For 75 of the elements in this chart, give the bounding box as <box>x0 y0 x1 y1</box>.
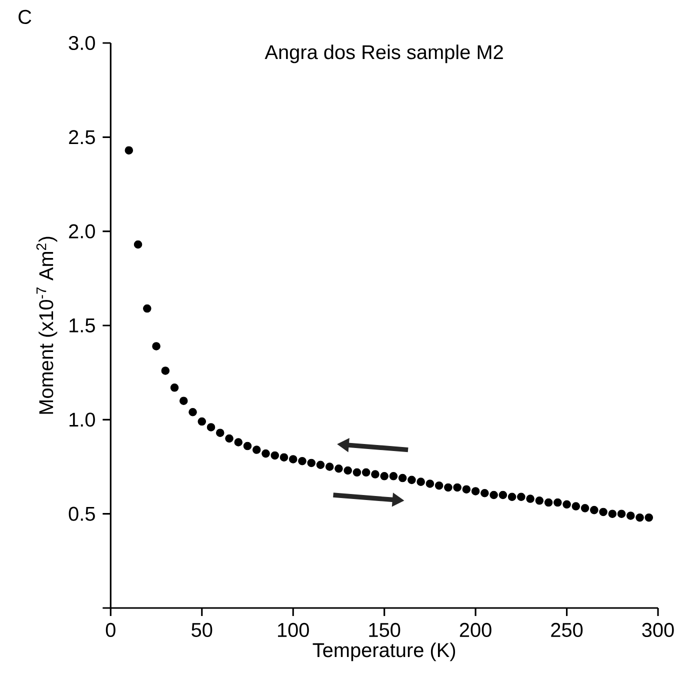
point <box>243 442 252 450</box>
point <box>143 304 152 313</box>
y-tick-label: 2.0 <box>69 224 95 238</box>
point <box>572 502 580 510</box>
x-tick-label: 100 <box>278 622 309 638</box>
x-tick-label: 50 <box>192 622 212 638</box>
point <box>352 468 362 477</box>
point <box>180 396 188 405</box>
point <box>198 417 206 426</box>
point <box>124 146 134 154</box>
point <box>590 506 598 514</box>
point <box>444 483 452 492</box>
point <box>535 496 544 505</box>
point <box>344 466 352 475</box>
point <box>252 446 261 454</box>
point <box>325 462 334 471</box>
x-tick-label: 150 <box>369 622 400 638</box>
point <box>626 512 635 520</box>
point <box>636 513 644 522</box>
point <box>225 434 234 443</box>
point <box>462 485 471 494</box>
point <box>262 449 270 458</box>
point <box>498 490 508 500</box>
point <box>298 456 306 466</box>
point <box>434 481 444 490</box>
point <box>216 428 224 437</box>
point <box>270 451 279 460</box>
x-axis-title: Temperature (K) <box>312 642 456 662</box>
x-tick-label: 200 <box>460 622 492 638</box>
point <box>416 478 425 486</box>
point <box>453 483 462 492</box>
point <box>554 498 562 507</box>
point <box>544 498 553 507</box>
point <box>426 480 434 488</box>
y-axis-title: Moment (x10$^{-7}$ Am$^{2}$) <box>36 236 58 414</box>
y-tick-label: 0.5 <box>68 506 95 521</box>
point <box>608 510 617 518</box>
point <box>644 513 654 522</box>
point <box>408 476 416 484</box>
point <box>371 470 380 478</box>
point <box>380 472 388 480</box>
point <box>206 423 216 432</box>
point <box>599 508 608 516</box>
point <box>526 494 534 503</box>
point <box>152 342 160 350</box>
point <box>490 490 498 500</box>
chart-title: Angra dos Reis sample M2 <box>264 44 503 64</box>
point <box>517 492 526 502</box>
x-tick-label: 300 <box>642 622 674 638</box>
point <box>471 487 480 496</box>
point <box>508 492 516 502</box>
y-tick-label: 2.5 <box>69 130 95 144</box>
point <box>288 455 298 464</box>
point <box>316 460 325 469</box>
point <box>134 240 142 249</box>
point <box>480 488 489 498</box>
x-tick-label: 250 <box>551 622 583 638</box>
y-tick-label: 3.0 <box>68 36 95 50</box>
point <box>188 408 197 416</box>
point <box>334 464 343 473</box>
y-tick-label: 1.5 <box>70 318 95 332</box>
y-tick-label: 1.0 <box>70 412 95 427</box>
point <box>280 453 288 462</box>
point <box>307 458 316 468</box>
x-tick-label: 0 <box>106 622 116 638</box>
point <box>389 472 398 480</box>
point <box>362 468 370 477</box>
point <box>617 510 626 518</box>
point <box>562 500 571 509</box>
point <box>234 438 243 446</box>
point <box>580 504 590 512</box>
point <box>161 366 170 375</box>
point <box>398 474 407 482</box>
point <box>170 384 179 392</box>
text: C <box>18 10 32 24</box>
